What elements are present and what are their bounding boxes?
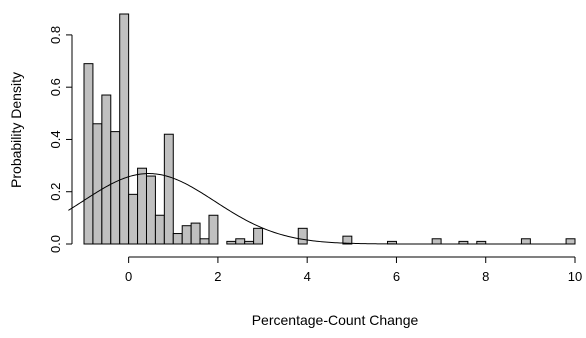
histogram-bar (181, 225, 192, 245)
histogram-bar (244, 240, 255, 245)
histogram-bar (163, 133, 174, 245)
histogram-bar (208, 214, 219, 245)
histogram-bar (128, 193, 139, 245)
y-axis-title: Probability Density (8, 72, 24, 188)
normal-density-curve (68, 173, 575, 245)
y-tick-label: 0.2 (48, 183, 63, 201)
histogram-bar (235, 238, 246, 245)
y-tick-label: 0.8 (48, 26, 63, 44)
histogram-bar (83, 63, 94, 245)
y-tick-label: 0.6 (48, 78, 63, 96)
histogram-bars (83, 13, 576, 245)
histogram-bar (342, 235, 353, 245)
histogram-bar (520, 238, 531, 245)
histogram-bar (137, 167, 147, 245)
y-tick-label: 0.0 (48, 235, 63, 253)
histogram-bar (431, 238, 442, 245)
histogram-bar (101, 94, 112, 245)
y-tick-label: 0.4 (48, 130, 63, 148)
x-axis-title: Percentage-Count Change (252, 312, 419, 328)
y-axis: 0.0 0.2 0.4 0.6 0.8 (48, 26, 73, 253)
histogram-bar (297, 227, 308, 245)
histogram-bar (253, 227, 264, 245)
histogram-bar (92, 123, 103, 245)
histogram-bar (199, 238, 210, 245)
histogram-bar (145, 175, 156, 245)
x-tick-label: 6 (393, 269, 400, 284)
histogram-bar (119, 13, 130, 245)
histogram-bar (190, 222, 201, 245)
histogram-bar (226, 240, 237, 245)
x-tick-label: 2 (214, 269, 221, 284)
histogram-bar (565, 238, 576, 245)
histogram-bar (154, 214, 165, 245)
histogram-bar (172, 233, 183, 245)
x-axis: 0 2 4 6 8 10 (125, 256, 582, 284)
x-tick-label: 0 (125, 269, 132, 284)
x-tick-label: 8 (482, 269, 489, 284)
x-tick-label: 10 (568, 269, 582, 284)
histogram-bar (110, 131, 121, 245)
x-tick-label: 4 (304, 269, 311, 284)
